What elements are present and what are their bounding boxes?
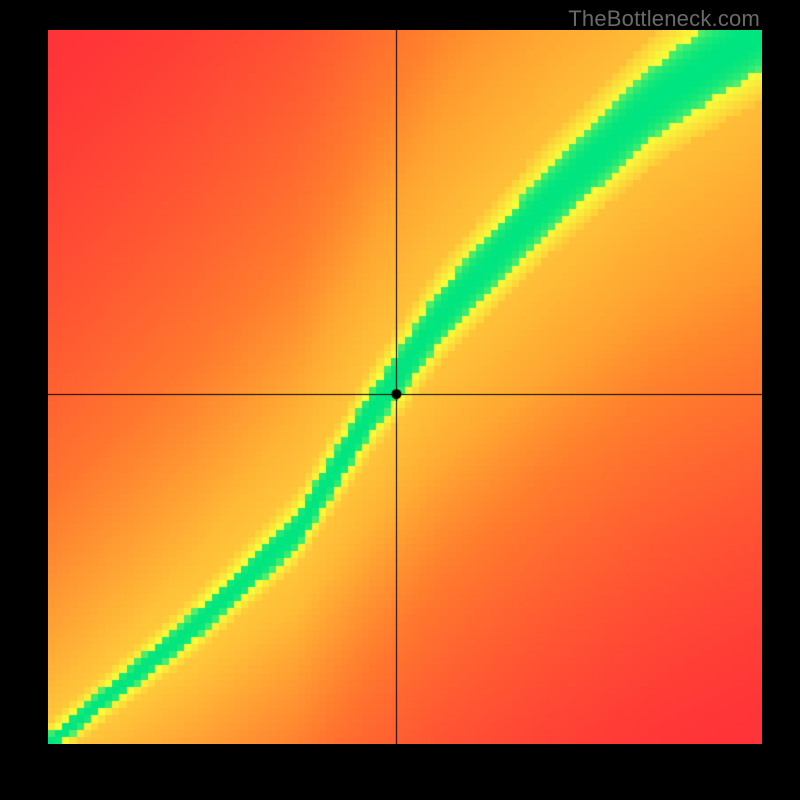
bottleneck-heatmap xyxy=(48,30,762,744)
attribution-text: TheBottleneck.com xyxy=(568,6,760,32)
figure-wrapper: TheBottleneck.com xyxy=(0,0,800,800)
